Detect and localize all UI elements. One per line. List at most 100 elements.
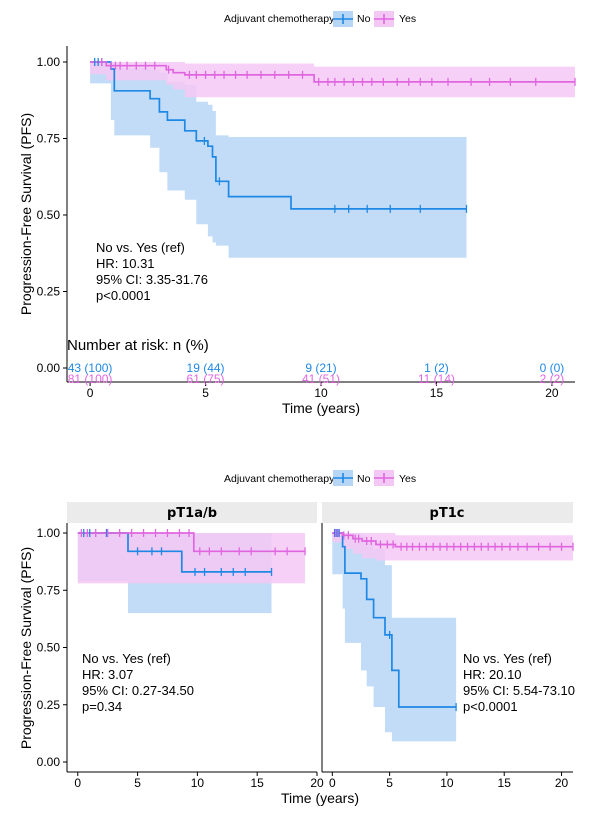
right-x-ticks: 0 5 10 15 20 bbox=[329, 772, 569, 790]
left-xtick-label-0: 0 bbox=[74, 776, 81, 790]
top-ytick-label-2: 0.50 bbox=[37, 208, 61, 222]
bottom-ytick-label-4: 1.00 bbox=[37, 526, 61, 540]
left-ci-band-yes bbox=[77, 533, 305, 584]
risk-yes-0: 81 (100) bbox=[68, 372, 113, 386]
bottom-legend-key-yes bbox=[374, 470, 394, 486]
risk-no-3: 1 (2) bbox=[424, 361, 449, 375]
top-ytick-label-1: 0.25 bbox=[37, 285, 61, 299]
bottom-ytick-label-1: 0.25 bbox=[37, 698, 61, 712]
risk-yes-3: 11 (14) bbox=[418, 372, 455, 386]
top-xtick-label-3: 15 bbox=[430, 386, 444, 400]
top-annotation-line-4: p<0.0001 bbox=[96, 288, 151, 303]
bottom-legend-key-no bbox=[333, 470, 353, 486]
right-annotation: No vs. Yes (ref) HR: 20.10 95% CI: 5.54-… bbox=[463, 651, 575, 714]
risk-no-0: 43 (100) bbox=[68, 361, 113, 375]
top-ytick-label-4: 1.00 bbox=[37, 55, 61, 69]
risk-no-1: 19 (44) bbox=[187, 361, 225, 375]
right-ci-band-no bbox=[332, 533, 457, 742]
strip-right bbox=[322, 502, 573, 523]
risk-yes-1: 61 (75) bbox=[187, 372, 225, 386]
left-xtick-label-3: 15 bbox=[251, 776, 265, 790]
right-panel-plot bbox=[332, 529, 574, 742]
top-annotation-line-2: HR: 10.31 bbox=[96, 256, 155, 271]
right-xtick-label-1: 5 bbox=[386, 776, 393, 790]
top-legend-title: Adjuvant chemotherapy bbox=[224, 13, 335, 25]
right-annotation-line-3: 95% CI: 5.54-73.10 bbox=[463, 683, 575, 698]
left-ci-bands bbox=[77, 533, 305, 614]
top-legend-key-yes bbox=[374, 11, 394, 27]
bottom-chart: Adjuvant chemotherapy No Yes pT1a/b pT1c bbox=[18, 470, 575, 806]
top-annotation-line-3: 95% CI: 3.35-31.76 bbox=[96, 272, 208, 287]
bottom-legend-title: Adjuvant chemotherapy bbox=[224, 473, 335, 485]
bottom-x-axis-title: Time (years) bbox=[281, 790, 359, 806]
right-xtick-label-3: 15 bbox=[498, 776, 512, 790]
right-annotation-line-1: No vs. Yes (ref) bbox=[463, 651, 552, 666]
top-xtick-label-1: 5 bbox=[202, 386, 209, 400]
left-annotation-line-1: No vs. Yes (ref) bbox=[82, 651, 171, 666]
left-annotation-line-4: p=0.34 bbox=[82, 699, 122, 714]
top-chart: Adjuvant chemotherapy No Yes 0.00 0.25 0.5… bbox=[18, 11, 576, 416]
left-annotation-line-3: 95% CI: 0.27-34.50 bbox=[82, 683, 194, 698]
risk-yes-4: 2 (2) bbox=[540, 372, 565, 386]
risk-table-values: 43 (100)81 (100) 19 (44)61 (75) 9 (21)41 (… bbox=[68, 361, 565, 386]
bottom-y-axis-title: Progression-Free Survival (PFS) bbox=[18, 547, 34, 749]
top-risk-table: Number at risk: n (%) 43 (100)81 (100) 19… bbox=[67, 337, 564, 386]
top-curve-no bbox=[90, 61, 467, 210]
top-ci-bands bbox=[90, 62, 575, 258]
right-xtick-label-2: 10 bbox=[440, 776, 454, 790]
top-ci-band-yes bbox=[90, 62, 575, 98]
bottom-ytick-label-3: 0.75 bbox=[37, 583, 61, 597]
top-legend: Adjuvant chemotherapy No Yes bbox=[224, 11, 416, 27]
left-curve-yes bbox=[77, 532, 305, 553]
top-plot-area bbox=[90, 58, 576, 258]
top-censor-marks bbox=[94, 58, 576, 213]
top-xtick-label-2: 10 bbox=[314, 386, 328, 400]
right-annotation-line-4: p<0.0001 bbox=[463, 699, 518, 714]
top-survival-curves bbox=[90, 61, 575, 210]
strip-left bbox=[67, 502, 317, 523]
strip-left-label: pT1a/b bbox=[167, 506, 217, 521]
risk-no-2: 9 (21) bbox=[305, 361, 336, 375]
top-y-ticks: 0.00 0.25 0.50 0.75 1.00 bbox=[37, 55, 67, 375]
left-x-ticks: 0 5 10 15 20 bbox=[74, 772, 324, 790]
top-curve-yes bbox=[90, 61, 575, 83]
left-xtick-label-4: 20 bbox=[310, 776, 324, 790]
right-curve-no bbox=[332, 532, 457, 708]
left-censor-marks bbox=[80, 529, 306, 576]
top-ytick-label-0: 0.00 bbox=[37, 361, 61, 375]
right-ci-bands bbox=[332, 533, 573, 742]
top-xtick-label-4: 20 bbox=[545, 386, 559, 400]
right-survival-curves bbox=[332, 532, 573, 708]
top-annotation: No vs. Yes (ref) HR: 10.31 95% CI: 3.35-… bbox=[96, 240, 208, 303]
top-legend-label-yes: Yes bbox=[399, 13, 416, 25]
left-annotation-line-2: HR: 3.07 bbox=[82, 667, 133, 682]
left-panel-plot bbox=[77, 529, 306, 614]
top-x-axis-title: Time (years) bbox=[282, 400, 360, 416]
risk-table-title: Number at risk: n (%) bbox=[67, 337, 209, 354]
top-x-ticks: 0 5 10 15 20 bbox=[87, 382, 559, 400]
top-legend-label-no: No bbox=[357, 13, 371, 25]
risk-yes-2: 41 (51) bbox=[302, 372, 340, 386]
strip-right-label: pT1c bbox=[430, 506, 465, 521]
bottom-ytick-label-2: 0.50 bbox=[37, 641, 61, 655]
bottom-legend-label-no: No bbox=[357, 473, 371, 485]
top-legend-key-no bbox=[333, 11, 353, 27]
risk-no-4: 0 (0) bbox=[540, 361, 565, 375]
top-y-axis-title: Progression-Free Survival (PFS) bbox=[18, 113, 34, 315]
bottom-ytick-label-0: 0.00 bbox=[37, 755, 61, 769]
bottom-y-ticks: 0.00 0.25 0.50 0.75 1.00 bbox=[37, 526, 67, 769]
bottom-legend-label-yes: Yes bbox=[399, 473, 416, 485]
top-annotation-line-1: No vs. Yes (ref) bbox=[96, 240, 185, 255]
bottom-legend: Adjuvant chemotherapy No Yes bbox=[224, 470, 416, 486]
left-xtick-label-2: 10 bbox=[191, 776, 205, 790]
right-curve-yes bbox=[332, 532, 573, 548]
top-xtick-label-0: 0 bbox=[87, 386, 94, 400]
top-ytick-label-3: 0.75 bbox=[37, 132, 61, 146]
right-xtick-label-0: 0 bbox=[329, 776, 336, 790]
right-xtick-label-4: 20 bbox=[555, 776, 569, 790]
left-xtick-label-1: 5 bbox=[134, 776, 141, 790]
right-censor-marks bbox=[333, 529, 574, 712]
right-annotation-line-2: HR: 20.10 bbox=[463, 667, 522, 682]
left-annotation: No vs. Yes (ref) HR: 3.07 95% CI: 0.27-3… bbox=[82, 651, 194, 714]
